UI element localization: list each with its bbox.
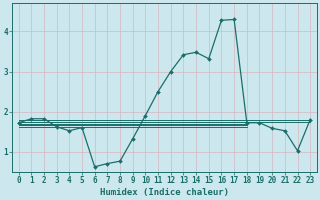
X-axis label: Humidex (Indice chaleur): Humidex (Indice chaleur) [100,188,229,197]
